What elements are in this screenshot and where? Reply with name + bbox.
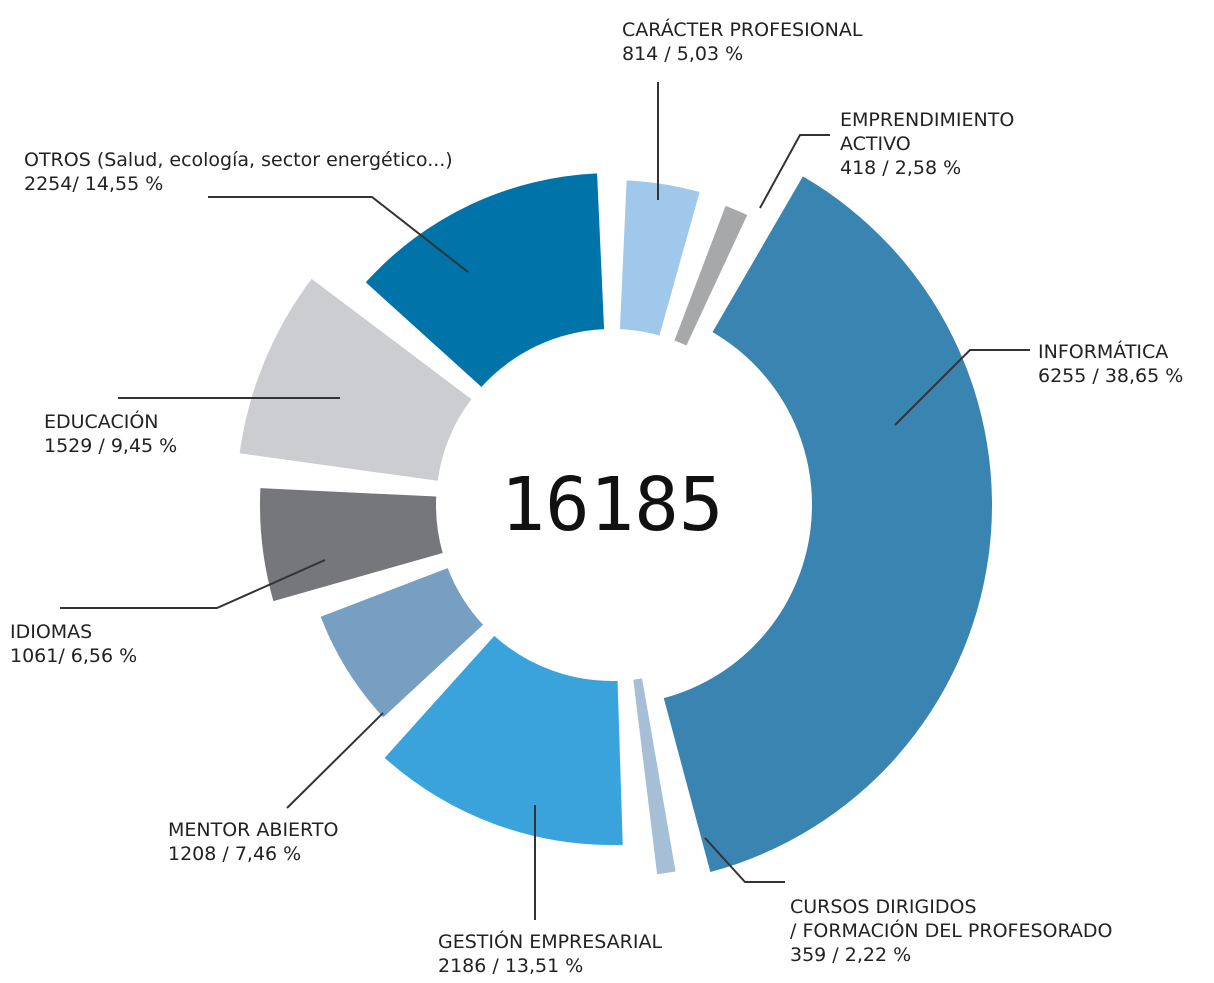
donut-segment	[633, 678, 676, 875]
segment-label: OTROS (Salud, ecología, sector energétic…	[24, 149, 453, 171]
donut-segment	[619, 180, 700, 336]
segment-label: EDUCACIÓN	[44, 411, 159, 433]
donut-segment	[239, 278, 472, 481]
value-label: 418 / 2,58 %	[840, 157, 962, 179]
value-label: 2254/ 14,55 %	[24, 173, 164, 195]
value-label: 1208 / 7,46 %	[168, 843, 302, 865]
leader-line	[704, 837, 785, 883]
donut-segment	[365, 173, 605, 387]
leader-line	[759, 134, 830, 209]
segment-label: INFORMÁTICA	[1038, 341, 1169, 363]
total: 16185	[500, 462, 724, 548]
value-label: 359 / 2,22 %	[790, 944, 912, 966]
donut-segment	[320, 568, 484, 718]
donut-segment	[260, 488, 443, 602]
value-label: 814 / 5,03 %	[622, 43, 744, 65]
segment-label: CARÁCTER PROFESIONAL	[622, 19, 863, 41]
leader-line	[208, 196, 469, 273]
segment-label: EMPRENDIMIENTO ACTIVO	[840, 109, 1015, 155]
segment-label: GESTIÓN EMPRESARIAL	[438, 931, 663, 953]
value-label: 1061/ 6,56 %	[10, 645, 138, 667]
donut-segment	[674, 205, 748, 346]
donut-segment	[663, 176, 993, 873]
leader-line	[60, 559, 326, 609]
leader-line	[894, 349, 1030, 426]
segment-label: CURSOS DIRIGIDOS / FORMACIÓN DEL PROFESO…	[790, 896, 1113, 942]
value-label: 1529 / 9,45 %	[44, 435, 178, 457]
segment-label: MENTOR ABIERTO	[168, 819, 339, 841]
donut-segment	[384, 635, 623, 845]
segment-label: IDIOMAS	[10, 621, 93, 643]
value-label: 6255 / 38,65 %	[1038, 365, 1184, 387]
value-label: 2186 / 13,51 %	[438, 955, 584, 977]
leader-line	[286, 712, 384, 809]
